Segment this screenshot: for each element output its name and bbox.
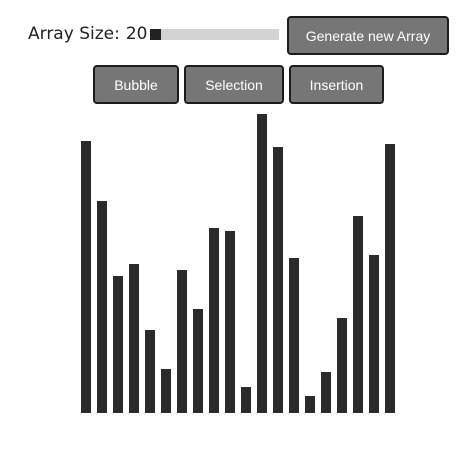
array-bar [113,276,123,413]
array-bar [81,141,91,413]
array-bar [289,258,299,413]
array-bar [161,369,171,413]
array-size-value: 20 [125,24,148,44]
array-size-label-text: Array Size: [28,24,120,44]
array-bar [369,255,379,413]
array-bar [193,309,203,413]
array-bar [353,216,363,413]
selection-sort-button[interactable]: Selection [184,65,284,104]
array-size-slider-thumb[interactable] [150,29,161,40]
array-bar [177,270,187,413]
generate-array-button[interactable]: Generate new Array [287,16,449,55]
array-bar [97,201,107,413]
array-bar [145,330,155,413]
array-bar [273,147,283,413]
array-bar [337,318,347,413]
array-bar [305,396,315,413]
bubble-sort-button[interactable]: Bubble [93,65,179,104]
array-bar [321,372,331,413]
array-bar [241,387,251,413]
array-bar [257,114,267,413]
array-bar [209,228,219,413]
array-size-slider[interactable] [150,29,279,40]
array-size-label: Array Size: 20 [28,24,147,44]
array-bar [225,231,235,413]
array-bar [385,144,395,413]
insertion-sort-button[interactable]: Insertion [289,65,384,104]
array-bar [129,264,139,413]
